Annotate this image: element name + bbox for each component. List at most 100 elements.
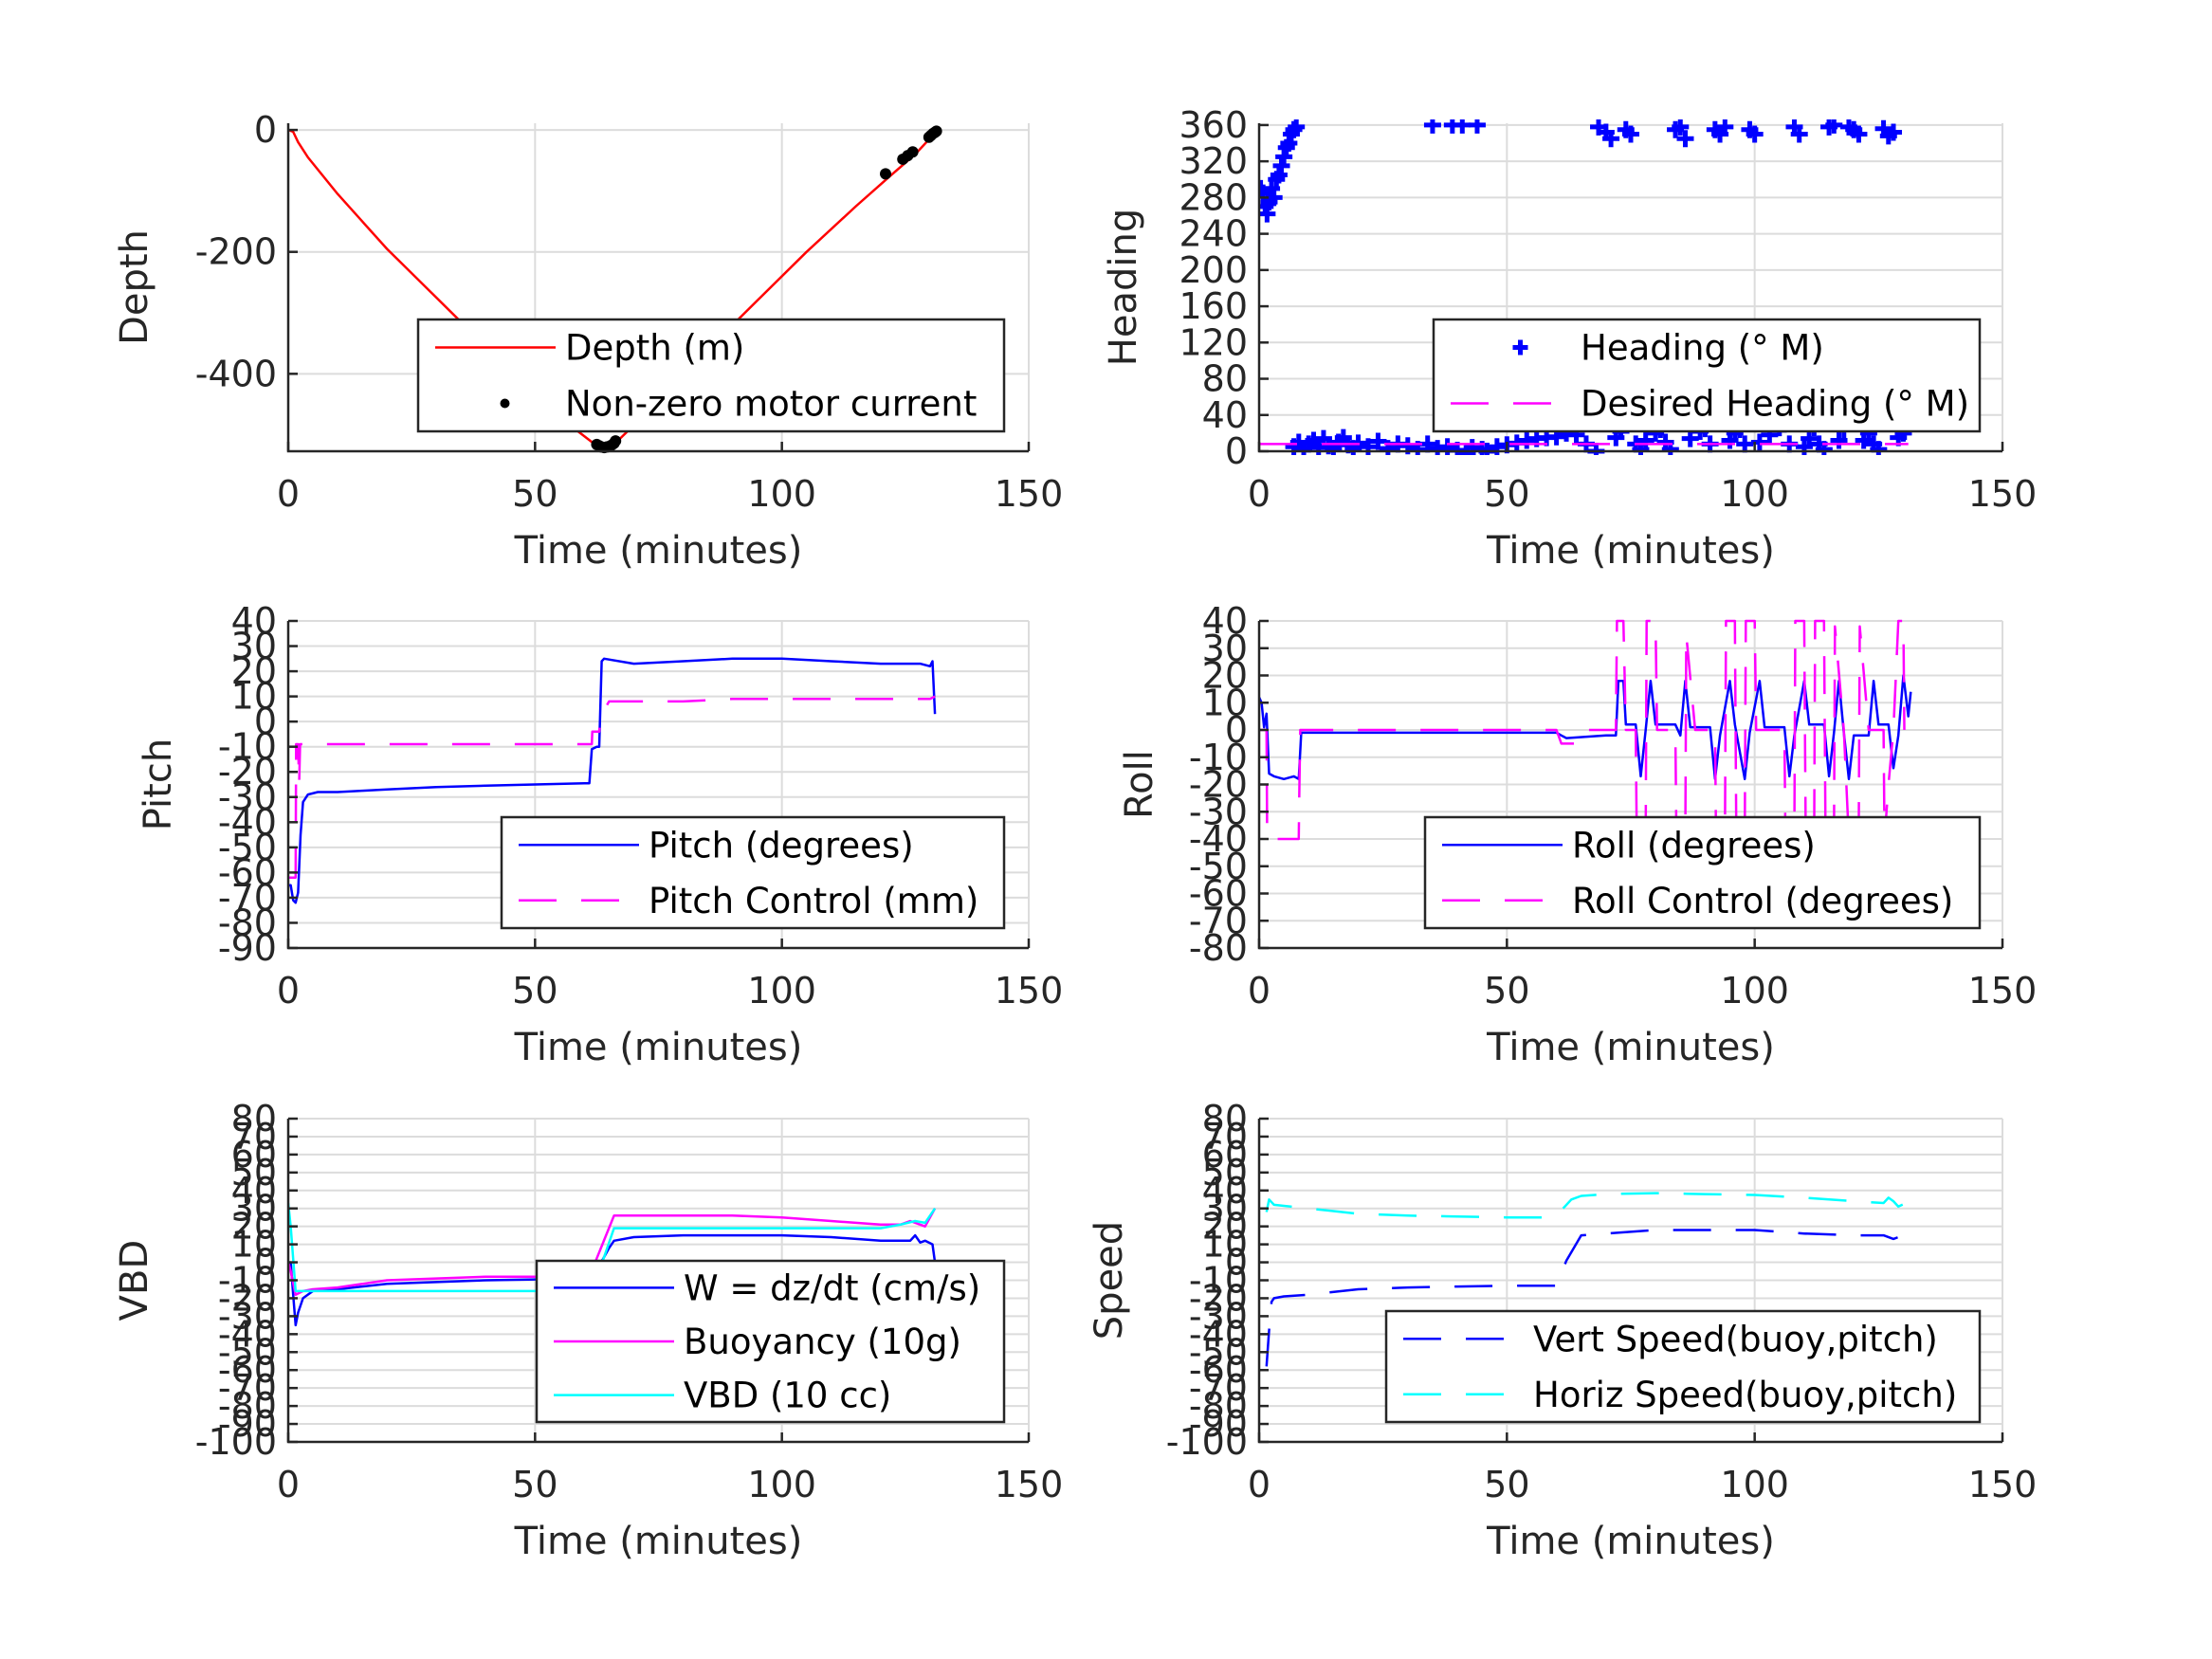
vbd-legend[interactable]: W = dz/dt (cm/s) Buoyancy (10g) VBD (10 cc… [535, 1259, 1006, 1424]
x-tick-label: 100 [1720, 1464, 1789, 1505]
data-point [1636, 431, 1654, 449]
legend-label: Buoyancy (10g) [684, 1322, 961, 1362]
legend-label: Roll (degrees) [1572, 825, 1816, 866]
y-tick-label: 60 [1202, 1134, 1248, 1176]
y-tick-label: -40 [1189, 818, 1248, 860]
y-tick-label: -40 [1189, 1313, 1248, 1355]
data-point [1885, 123, 1903, 141]
x-tick-label: 50 [512, 1464, 558, 1505]
y-tick-label: 320 [1179, 140, 1248, 182]
y-tick-label: -90 [1189, 1403, 1248, 1445]
y-tick-label: 20 [231, 1206, 277, 1248]
y-tick-label: 40 [1202, 600, 1248, 642]
x-tick-label: 0 [277, 970, 300, 1012]
x-tick-label: 150 [995, 970, 1064, 1012]
data-point [1672, 119, 1690, 136]
y-tick-label: -10 [1189, 737, 1248, 778]
x-tick-label: 0 [1248, 1464, 1271, 1505]
legend-item[interactable]: W = dz/dt (cm/s) [554, 1267, 980, 1308]
y-tick-label: -50 [1189, 846, 1248, 887]
y-tick-label: -20 [218, 751, 277, 793]
x-tick-label: 50 [1484, 473, 1529, 515]
data-point [1453, 119, 1472, 134]
data-point [930, 125, 942, 137]
y-tick-label: -70 [1189, 900, 1248, 941]
data-point [906, 146, 919, 158]
x-tick-label: 100 [1720, 473, 1789, 515]
x-tick-label: 0 [1248, 473, 1271, 515]
legend-item[interactable]: Vert Speed(buoy,pitch) [1403, 1319, 1938, 1359]
y-tick-label: -80 [218, 1385, 277, 1427]
legend-item[interactable]: Horiz Speed(buoy,pitch) [1403, 1375, 1957, 1415]
legend-item[interactable]: VBD (10 cc) [554, 1376, 891, 1416]
x-tick-label: 50 [512, 473, 558, 515]
y-tick-label: 200 [1179, 249, 1248, 291]
data-point [1801, 429, 1819, 447]
y-tick-label: -80 [1189, 927, 1248, 969]
y-tick-label: -40 [218, 801, 277, 843]
data-point [1825, 119, 1843, 134]
data-point [1369, 432, 1387, 450]
legend-item[interactable]: Buoyancy (10g) [554, 1322, 961, 1362]
legend-box [416, 318, 1006, 433]
speed-xlabel: Time (minutes) [1486, 1520, 1775, 1563]
data-point [1830, 431, 1848, 449]
legend-label: Horiz Speed(buoy,pitch) [1533, 1375, 1957, 1415]
y-tick-label: -10 [218, 1260, 277, 1302]
y-tick-label: -10 [1189, 1260, 1248, 1302]
y-tick-label: -100 [195, 1421, 277, 1463]
y-tick-label: -30 [1189, 1295, 1248, 1337]
roll-legend[interactable]: Roll (degrees) Roll Control (degrees) [1423, 815, 1982, 930]
roll-xlabel: Time (minutes) [1486, 1026, 1775, 1069]
depth-plot-area [288, 125, 942, 454]
y-tick-label: 280 [1179, 176, 1248, 218]
x-tick-label: 150 [1968, 1464, 2038, 1505]
y-tick-label: -30 [1189, 791, 1248, 832]
x-tick-label: 150 [1968, 970, 2038, 1012]
roll-series-roll-control-degrees [1259, 619, 1906, 841]
y-tick-label: 0 [254, 1242, 277, 1284]
y-tick-label: 40 [231, 600, 277, 642]
legend-item[interactable]: Pitch (degrees) [519, 825, 914, 866]
legend-item[interactable]: Desired Heading (° M) [1451, 384, 1969, 425]
y-tick-label: 80 [1202, 358, 1248, 400]
speed-legend[interactable]: Vert Speed(buoy,pitch) Horiz Speed(buoy,p… [1384, 1309, 1982, 1424]
data-point [1736, 435, 1754, 453]
heading-xlabel: Time (minutes) [1486, 529, 1775, 573]
legend-box [1432, 318, 1982, 433]
vbd-axes: 0 50 100 15080706050403020100-10-20-30-40-5… [113, 1098, 1063, 1563]
y-tick-label: -70 [218, 1367, 277, 1409]
y-tick-label: 10 [231, 1224, 277, 1266]
y-tick-label: 30 [231, 626, 277, 667]
roll-axes: 0 50 100 150403020100-10-20-30-40-50-60-70-… [1118, 600, 2037, 1069]
legend-label: Depth (m) [565, 328, 744, 369]
y-tick-label: -70 [1189, 1367, 1248, 1409]
legend-item[interactable]: Depth (m) [435, 328, 744, 369]
data-point [1468, 119, 1486, 134]
data-point [1870, 441, 1888, 455]
legend-item[interactable]: Non-zero motor current [500, 384, 978, 425]
y-tick-label: 20 [231, 650, 277, 692]
x-tick-label: 100 [1720, 970, 1789, 1012]
y-tick-label: -400 [195, 353, 277, 394]
y-tick-label: -60 [1189, 1349, 1248, 1391]
y-tick-label: -100 [1166, 1421, 1248, 1463]
y-tick-label: 80 [231, 1098, 277, 1139]
heading-legend[interactable]: Heading (° M) Desired Heading (° M) [1432, 318, 1982, 433]
legend-item[interactable]: Roll Control (degrees) [1442, 881, 1953, 921]
y-tick-label: 10 [1202, 682, 1248, 723]
legend-item[interactable]: Heading (° M) [1512, 328, 1824, 369]
depth-legend[interactable]: Depth (m) Non-zero motor current [416, 318, 1006, 433]
y-tick-label: -60 [1189, 873, 1248, 915]
legend-item[interactable]: Roll (degrees) [1442, 825, 1816, 866]
roll-series-roll-degrees [1259, 674, 1912, 781]
pitch-xlabel: Time (minutes) [514, 1026, 803, 1069]
speed-series-vert-speed-buoy-pitch [1265, 1229, 1907, 1367]
pitch-legend[interactable]: Pitch (degrees) Pitch Control (mm) [500, 815, 1006, 930]
y-tick-label: -90 [218, 927, 277, 969]
y-tick-label: -70 [218, 877, 277, 919]
legend-item[interactable]: Pitch Control (mm) [519, 881, 978, 921]
depth-axes: 0 50 100 150 0 -200 -400 Time (minutes) Depth Dep… [113, 109, 1063, 573]
y-tick-label: -90 [218, 1403, 277, 1445]
